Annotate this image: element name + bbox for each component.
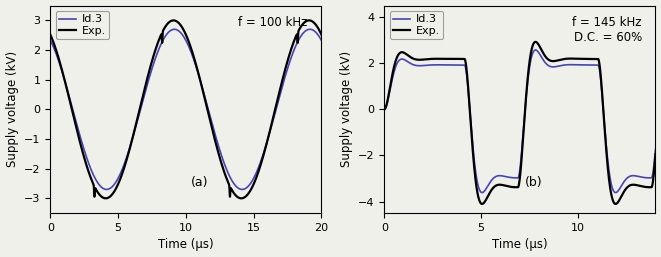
Exp.: [207, 122, 215, 125]
Id.3: [423, 64, 431, 67]
Text: f = 100 kHz: f = 100 kHz: [239, 16, 308, 29]
Exp.: [60, 76, 68, 79]
Id.3: [483, 186, 490, 189]
Id.3: [531, 48, 539, 51]
Exp.: [652, 153, 660, 156]
Legend: Id.3, Exp.: Id.3, Exp.: [390, 11, 443, 39]
Id.3: [46, 39, 54, 42]
Id.3: [102, 188, 110, 191]
Id.3: [380, 108, 388, 111]
Line: Exp.: Exp.: [50, 20, 321, 198]
Text: f = 145 kHz
D.C. = 60%: f = 145 kHz D.C. = 60%: [572, 16, 642, 44]
Exp.: [444, 57, 451, 60]
Exp.: [219, 165, 227, 168]
Id.3: [207, 117, 215, 120]
Id.3: [442, 63, 450, 67]
Id.3: [652, 148, 660, 151]
Line: Id.3: Id.3: [50, 29, 321, 189]
Exp.: [46, 33, 54, 36]
Id.3: [145, 79, 153, 82]
Text: (a): (a): [190, 176, 208, 189]
X-axis label: Time (μs): Time (μs): [492, 238, 548, 251]
Exp.: [305, 19, 313, 22]
Exp.: [262, 145, 270, 148]
Exp.: [317, 33, 325, 36]
Legend: Id.3, Exp.: Id.3, Exp.: [56, 11, 109, 39]
Exp.: [145, 72, 153, 75]
Id.3: [219, 157, 227, 160]
Exp.: [237, 197, 245, 200]
Id.3: [247, 181, 255, 184]
Y-axis label: Supply voltage (kV): Supply voltage (kV): [5, 51, 19, 167]
Exp.: [478, 203, 486, 206]
Id.3: [444, 63, 451, 67]
Text: (b): (b): [525, 176, 542, 189]
Id.3: [60, 76, 68, 79]
Exp.: [442, 57, 449, 60]
Exp.: [380, 108, 388, 111]
Line: Exp.: Exp.: [384, 42, 656, 204]
Exp.: [625, 184, 633, 187]
Exp.: [423, 58, 431, 61]
Id.3: [625, 175, 633, 178]
Id.3: [478, 191, 486, 194]
Exp.: [247, 187, 255, 190]
Y-axis label: Supply voltage (kV): Supply voltage (kV): [340, 51, 352, 167]
Line: Id.3: Id.3: [384, 50, 656, 192]
Id.3: [442, 63, 449, 67]
Id.3: [317, 39, 325, 42]
Exp.: [442, 57, 450, 60]
X-axis label: Time (μs): Time (μs): [158, 238, 214, 251]
Exp.: [483, 197, 490, 200]
Exp.: [531, 40, 539, 43]
Id.3: [262, 144, 270, 147]
Id.3: [171, 28, 178, 31]
